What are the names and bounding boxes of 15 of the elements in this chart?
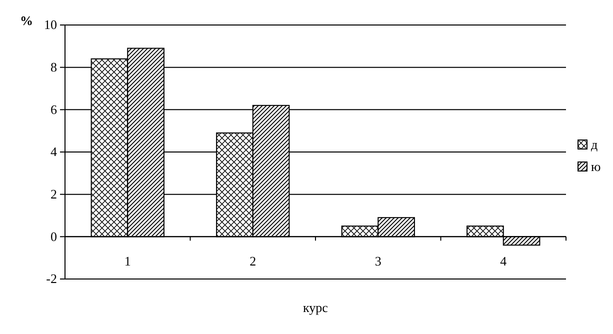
legend-label: ю (591, 159, 601, 174)
y-tick-label: -2 (46, 271, 57, 286)
y-tick-label: 6 (50, 102, 58, 117)
x-tick-label: 1 (124, 254, 131, 269)
x-axis-title: курс (303, 300, 328, 315)
legend-label: д (591, 137, 598, 152)
y-tick-label: 0 (50, 228, 57, 244)
y-tick-label: 4 (50, 144, 58, 160)
y-tick-label: 8 (50, 59, 57, 74)
x-tick-label: 4 (500, 254, 508, 269)
y-axis-title: % (20, 13, 33, 28)
x-tick-label: 3 (374, 254, 382, 269)
y-tick-label: 10 (44, 17, 57, 32)
x-tick-label: 2 (250, 254, 256, 269)
y-tick-label: 2 (50, 186, 57, 202)
